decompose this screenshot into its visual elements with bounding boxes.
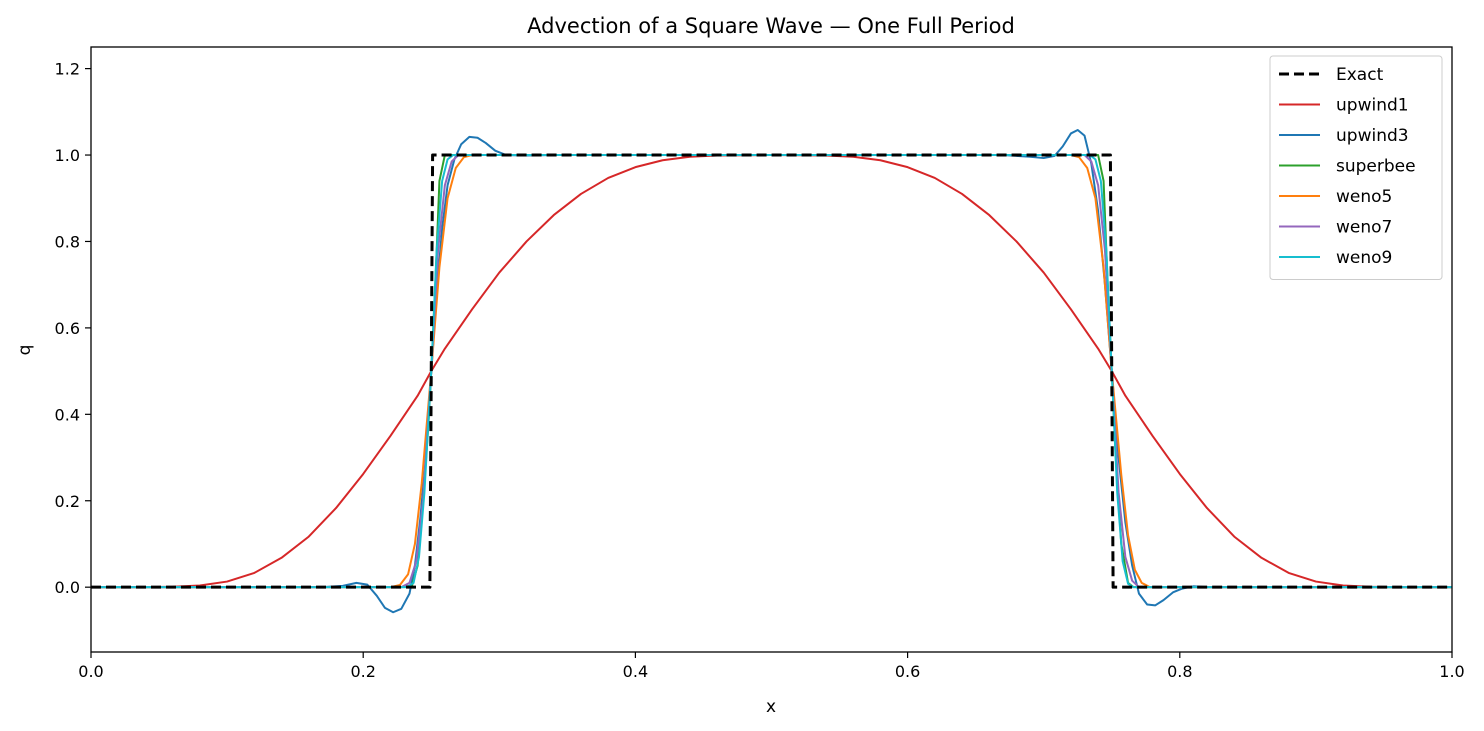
y-axis: 0.0 0.2 0.4 0.6 0.8 1.0 1.2 — [55, 60, 91, 597]
y-axis-label: q — [15, 345, 35, 356]
y-tick-label: 1.2 — [55, 60, 80, 79]
series-line-Exact — [91, 153, 1452, 589]
x-tick-label: 0.2 — [350, 662, 375, 681]
legend: Exact upwind1 upwind3 superbee weno5 weno7 wen… — [1269, 55, 1443, 280]
x-tick-label: 0.0 — [78, 662, 103, 681]
x-axis: 0.0 0.2 0.4 0.6 0.8 1.0 — [78, 652, 1465, 681]
series-line-weno9 — [91, 154, 1452, 589]
legend-label: upwind3 — [1336, 126, 1409, 146]
legend-label: weno5 — [1336, 187, 1392, 207]
plot-series — [91, 128, 1452, 614]
legend-label: weno7 — [1336, 218, 1392, 238]
y-tick-label: 0.8 — [55, 232, 80, 251]
legend-box — [1269, 55, 1443, 280]
x-tick-label: 1.0 — [1439, 662, 1464, 681]
y-tick-label: 0.0 — [55, 578, 80, 597]
x-tick-label: 0.6 — [895, 662, 920, 681]
legend-label: Exact — [1336, 65, 1384, 85]
x-tick-label: 0.4 — [623, 662, 648, 681]
legend-label: weno9 — [1336, 248, 1392, 268]
y-tick-label: 1.0 — [55, 146, 80, 165]
x-tick-label: 0.8 — [1167, 662, 1192, 681]
plot-frame — [90, 46, 1453, 653]
x-axis-label: x — [766, 697, 776, 717]
legend-label: superbee — [1336, 157, 1416, 177]
y-tick-label: 0.6 — [55, 319, 80, 338]
legend-label: upwind1 — [1336, 96, 1409, 116]
chart-title: Advection of a Square Wave — One Full Pe… — [527, 14, 1015, 38]
y-tick-label: 0.4 — [55, 405, 80, 424]
y-tick-label: 0.2 — [55, 492, 80, 511]
